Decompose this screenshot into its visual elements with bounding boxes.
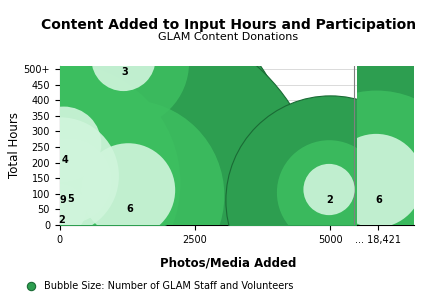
Text: 5: 5 <box>67 194 74 203</box>
Point <box>66 178 72 183</box>
Point <box>60 146 67 151</box>
Legend: Bubble Size: Number of GLAM Staff and Volunteers: Bubble Size: Number of GLAM Staff and Vo… <box>17 278 296 295</box>
Text: 6: 6 <box>127 204 133 214</box>
Point <box>57 207 64 212</box>
Point <box>57 173 63 178</box>
Point <box>120 57 127 62</box>
Text: 9: 9 <box>59 195 66 205</box>
Point <box>325 190 332 195</box>
Point <box>120 60 127 65</box>
Point <box>124 188 131 193</box>
Point <box>62 157 69 162</box>
Text: GLAM Content Donations: GLAM Content Donations <box>158 32 298 43</box>
Point <box>127 207 133 212</box>
Point <box>60 142 67 146</box>
Text: 2: 2 <box>58 215 65 225</box>
Point <box>372 178 379 183</box>
Y-axis label: Total Hours: Total Hours <box>8 112 21 178</box>
Point <box>66 184 72 188</box>
Text: 6: 6 <box>374 195 381 205</box>
Point <box>57 180 64 185</box>
Point <box>121 70 128 75</box>
Point <box>325 187 332 192</box>
Point <box>372 184 379 189</box>
Point <box>125 193 132 198</box>
Text: Content Added to Input Hours and Participation: Content Added to Input Hours and Partici… <box>41 17 415 32</box>
Point <box>67 196 74 201</box>
Point <box>374 198 381 203</box>
Text: Photos/Media Added: Photos/Media Added <box>160 257 296 270</box>
Text: 4: 4 <box>62 154 69 164</box>
Text: 3: 3 <box>121 67 128 77</box>
Point <box>59 198 66 203</box>
Point <box>57 210 64 215</box>
Text: 2: 2 <box>326 195 333 205</box>
Point <box>58 218 65 223</box>
Point <box>326 198 333 203</box>
